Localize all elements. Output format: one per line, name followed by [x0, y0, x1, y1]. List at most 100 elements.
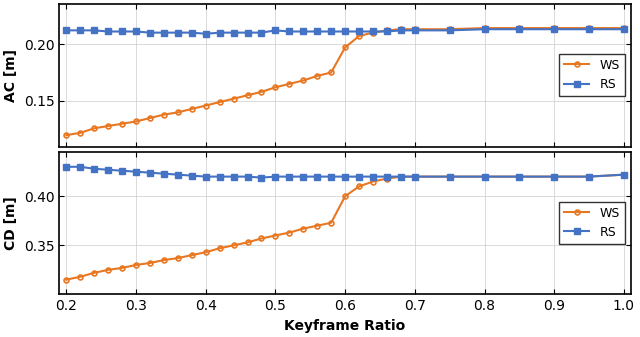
RS — [188, 174, 196, 178]
RS — [300, 175, 307, 179]
WS — [118, 122, 126, 126]
RS — [146, 171, 154, 175]
RS — [271, 175, 279, 179]
Legend: WS, RS: WS, RS — [559, 202, 625, 244]
RS — [90, 28, 98, 32]
RS — [355, 175, 363, 179]
RS — [620, 27, 628, 31]
WS — [397, 27, 404, 31]
RS — [174, 31, 182, 35]
WS — [285, 82, 293, 86]
X-axis label: Keyframe Ratio: Keyframe Ratio — [285, 319, 406, 333]
WS — [550, 26, 558, 30]
WS — [355, 184, 363, 188]
WS — [481, 175, 488, 179]
WS — [411, 27, 419, 31]
RS — [132, 29, 140, 33]
RS — [300, 29, 307, 33]
RS — [446, 28, 454, 32]
RS — [355, 29, 363, 33]
WS — [132, 119, 140, 123]
RS — [202, 175, 209, 179]
WS — [285, 231, 293, 235]
WS — [146, 261, 154, 265]
Y-axis label: CD [m]: CD [m] — [4, 196, 19, 250]
RS — [216, 175, 223, 179]
WS — [258, 237, 266, 241]
RS — [481, 175, 488, 179]
RS — [258, 176, 266, 180]
WS — [585, 175, 593, 179]
WS — [271, 234, 279, 238]
RS — [76, 165, 84, 169]
RS — [314, 29, 321, 33]
RS — [271, 28, 279, 32]
RS — [383, 175, 391, 179]
WS — [327, 70, 335, 74]
WS — [63, 133, 70, 137]
WS — [411, 175, 419, 179]
WS — [160, 258, 168, 262]
RS — [550, 27, 558, 31]
RS — [341, 29, 349, 33]
WS — [90, 126, 98, 130]
WS — [202, 250, 209, 254]
Line: WS: WS — [64, 26, 627, 137]
WS — [620, 26, 628, 30]
WS — [383, 177, 391, 181]
RS — [516, 175, 524, 179]
RS — [369, 175, 377, 179]
WS — [90, 271, 98, 275]
RS — [369, 29, 377, 33]
RS — [146, 31, 154, 35]
RS — [285, 175, 293, 179]
Line: RS: RS — [63, 26, 627, 36]
WS — [397, 175, 404, 179]
WS — [216, 100, 223, 104]
WS — [341, 45, 349, 50]
RS — [90, 167, 98, 171]
WS — [341, 194, 349, 198]
RS — [397, 28, 404, 32]
RS — [63, 28, 70, 32]
WS — [620, 173, 628, 177]
RS — [585, 27, 593, 31]
Line: RS: RS — [63, 164, 627, 180]
RS — [481, 27, 488, 31]
WS — [516, 175, 524, 179]
RS — [397, 175, 404, 179]
RS — [63, 165, 70, 169]
Legend: WS, RS: WS, RS — [559, 54, 625, 96]
RS — [550, 175, 558, 179]
RS — [216, 31, 223, 35]
WS — [146, 116, 154, 120]
WS — [230, 97, 237, 101]
WS — [76, 131, 84, 135]
WS — [383, 28, 391, 32]
RS — [174, 173, 182, 177]
WS — [174, 256, 182, 260]
RS — [314, 175, 321, 179]
WS — [230, 243, 237, 247]
RS — [620, 173, 628, 177]
RS — [244, 31, 252, 35]
RS — [230, 175, 237, 179]
RS — [118, 29, 126, 33]
RS — [230, 31, 237, 35]
WS — [244, 93, 252, 97]
RS — [244, 175, 252, 179]
RS — [104, 168, 112, 172]
RS — [327, 175, 335, 179]
WS — [327, 221, 335, 225]
WS — [216, 246, 223, 250]
WS — [132, 263, 140, 267]
RS — [516, 27, 524, 31]
WS — [76, 275, 84, 279]
WS — [118, 266, 126, 270]
RS — [327, 29, 335, 33]
WS — [300, 226, 307, 231]
WS — [160, 113, 168, 117]
WS — [104, 124, 112, 128]
WS — [63, 278, 70, 282]
RS — [160, 172, 168, 176]
